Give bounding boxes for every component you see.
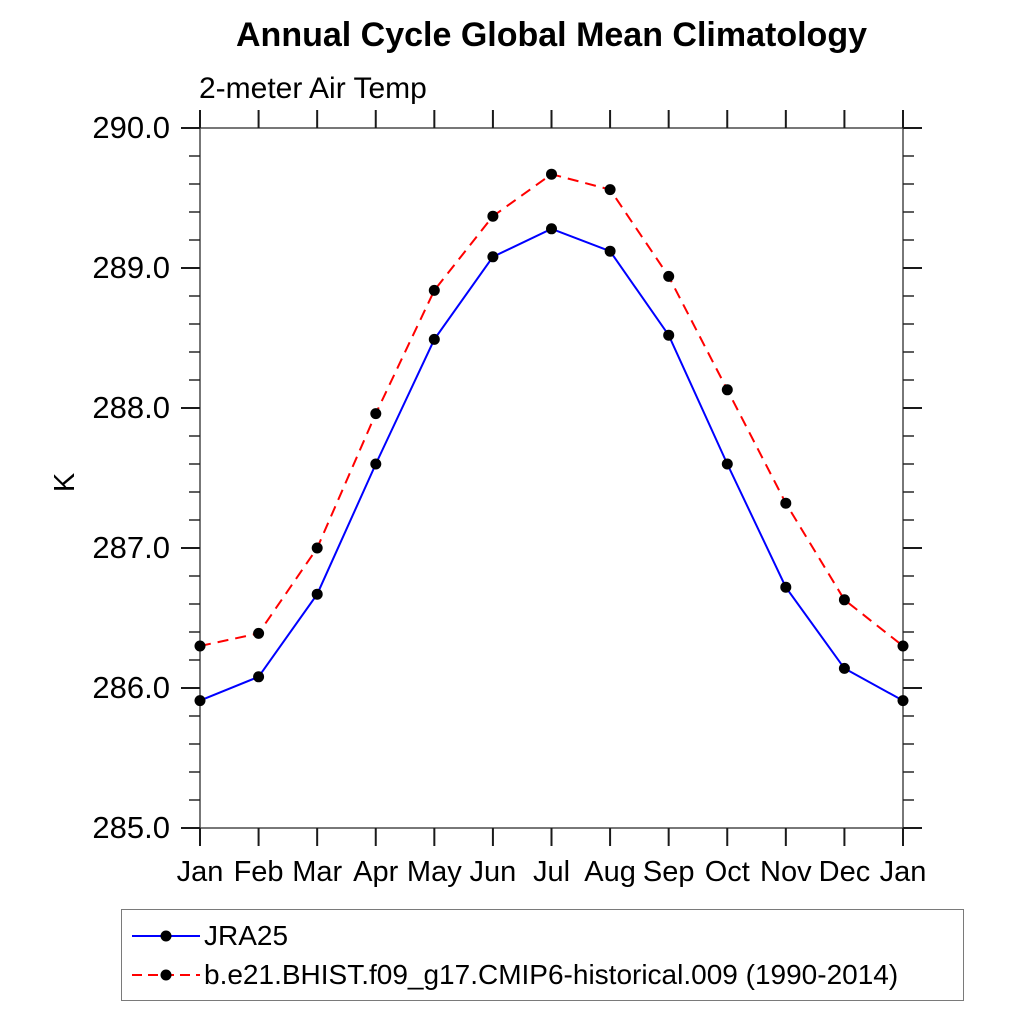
legend-label-jra25: JRA25: [204, 919, 289, 951]
x-tick-label: Mar: [292, 856, 342, 888]
y-tick-label: 288.0: [92, 390, 170, 425]
data-point: [838, 662, 850, 674]
legend-label-model: b.e21.BHIST.f09_g17.CMIP6-historical.009…: [204, 958, 899, 990]
x-tick-label: Jun: [470, 856, 517, 888]
data-point: [897, 640, 909, 652]
data-point: [253, 671, 265, 683]
x-tick-label: May: [407, 856, 462, 888]
data-point: [721, 458, 733, 470]
y-tick-label: 289.0: [92, 250, 170, 285]
y-tick-label: 287.0: [92, 530, 170, 565]
data-point: [194, 640, 206, 652]
y-tick-label: 290.0: [92, 110, 170, 145]
data-point: [428, 284, 440, 296]
x-tick-label: Jan: [177, 856, 224, 888]
x-tick-label: Aug: [584, 856, 636, 888]
data-point: [370, 408, 382, 420]
data-point: [370, 458, 382, 470]
x-tick-label: Apr: [353, 856, 398, 888]
data-point: [604, 245, 616, 257]
x-tick-label: Jul: [533, 856, 570, 888]
legend-marker-dot: [160, 930, 172, 941]
legend-sample-dashed-line: [132, 969, 200, 980]
data-point: [604, 184, 616, 196]
data-point: [253, 627, 265, 639]
data-point: [780, 581, 792, 593]
legend-item-jra25: JRA25: [130, 919, 963, 951]
series-line-0: [199, 227, 904, 702]
legend-marker-dot: [160, 969, 172, 980]
y-tick-label: 285.0: [92, 810, 170, 845]
data-point: [311, 588, 323, 600]
data-point: [838, 594, 850, 606]
x-tick-label: Feb: [234, 856, 284, 888]
data-point: [428, 333, 440, 345]
x-tick-label: Jan: [880, 856, 927, 888]
chart-subtitle: 2-meter Air Temp: [199, 72, 427, 105]
data-point: [663, 270, 675, 282]
data-point: [663, 329, 675, 341]
legend-sample-solid-line: [132, 930, 200, 941]
y-tick-label: 286.0: [92, 670, 170, 705]
data-point: [546, 223, 557, 235]
data-point: [897, 695, 909, 707]
series-line-1: [199, 173, 904, 647]
x-tick-label: Oct: [705, 856, 750, 888]
chart-title: Annual Cycle Global Mean Climatology: [236, 16, 867, 54]
data-point: [311, 542, 323, 554]
data-point: [780, 497, 792, 509]
data-point: [487, 210, 499, 222]
legend-box: JRA25 b.e21.BHIST.f09_g17.CMIP6-historic…: [121, 909, 964, 1001]
legend-item-model: b.e21.BHIST.f09_g17.CMIP6-historical.009…: [130, 958, 963, 990]
data-point: [194, 695, 206, 707]
x-tick-label: Dec: [819, 856, 871, 888]
x-tick-label: Nov: [760, 856, 812, 888]
data-point: [487, 251, 499, 263]
x-tick-label: Sep: [643, 856, 695, 888]
data-point: [546, 168, 557, 180]
data-point: [721, 384, 733, 396]
